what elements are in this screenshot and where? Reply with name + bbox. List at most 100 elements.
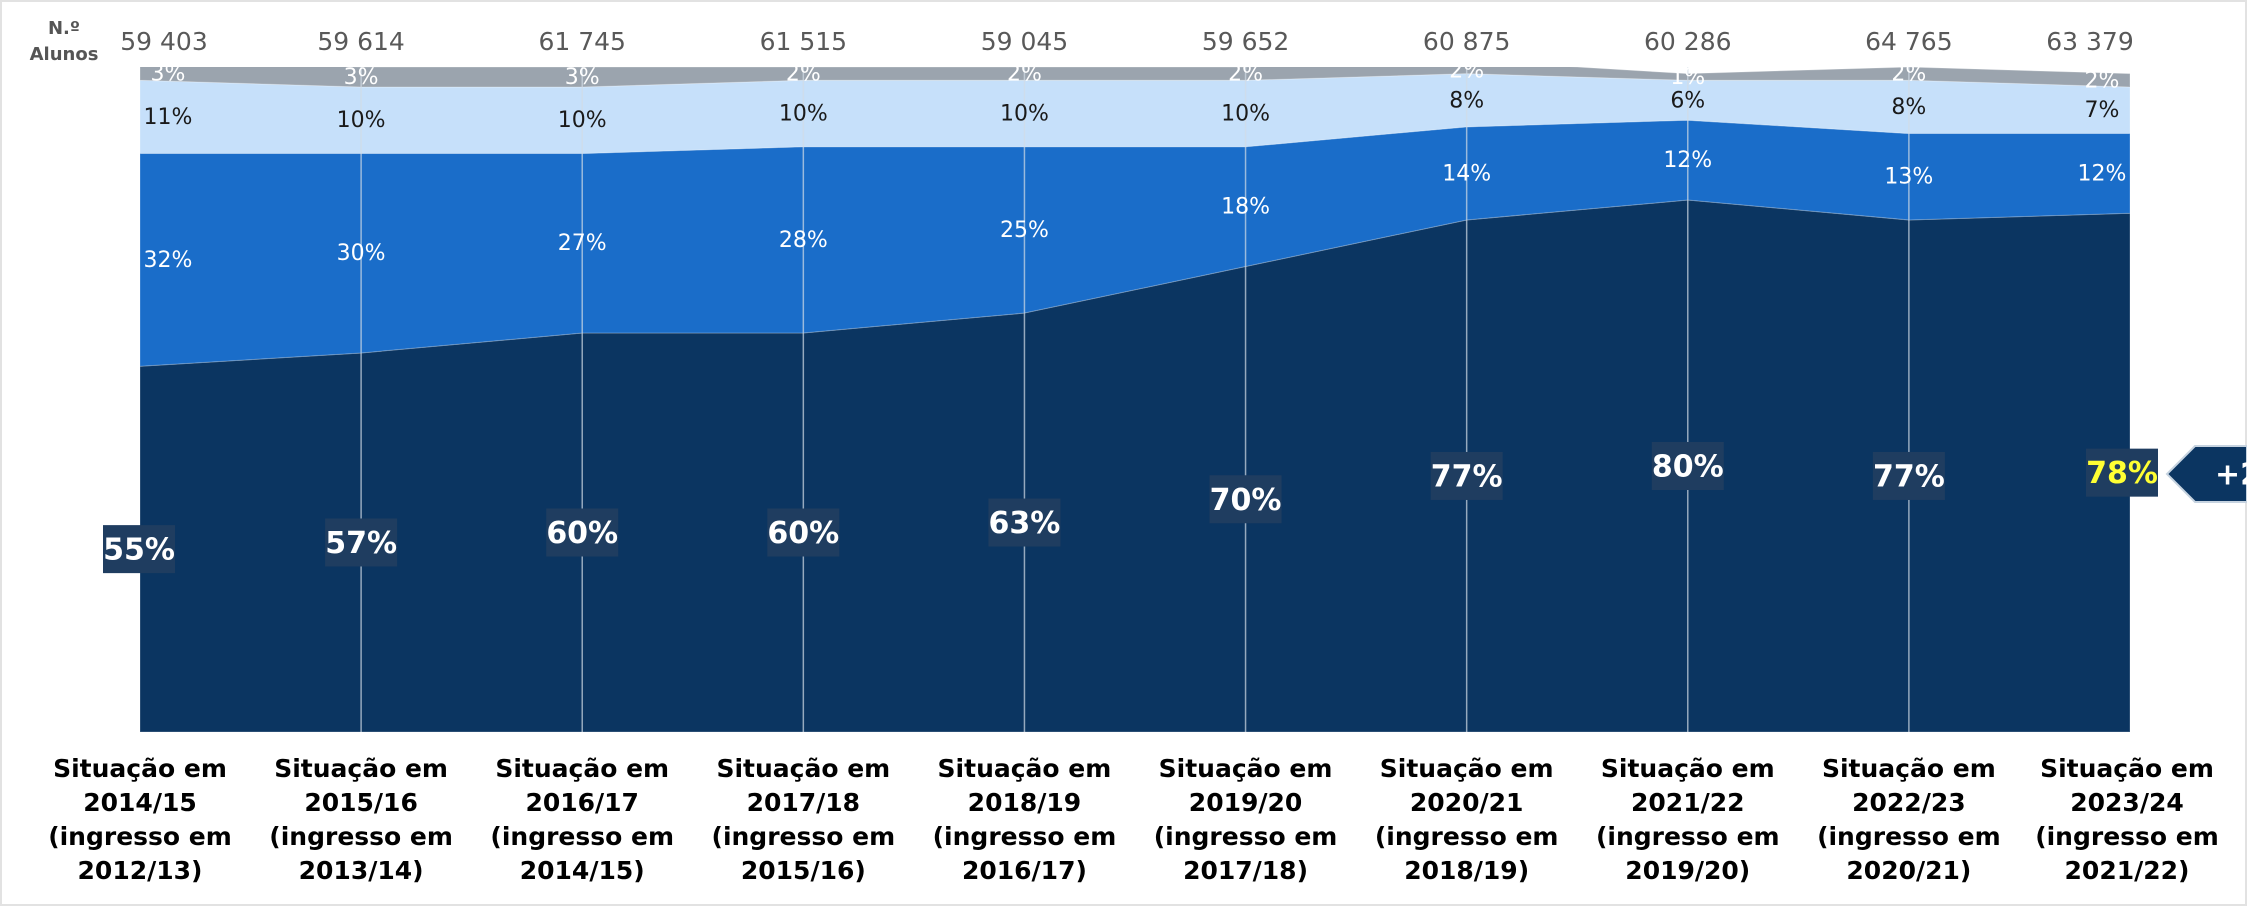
x-tick-label: 2012/13) (78, 856, 203, 885)
value-label: 2% (1891, 62, 1926, 87)
value-label-box (2086, 448, 2158, 497)
value-label: 80% (1652, 450, 1724, 485)
value-label: 28% (779, 228, 828, 253)
value-label: 3% (344, 65, 379, 90)
total-value: 61 515 (760, 27, 847, 56)
totals-label: Alunos (30, 44, 99, 65)
value-label: 11% (144, 105, 193, 130)
value-label: 8% (1449, 88, 1484, 113)
callout-arrow (2165, 445, 2247, 503)
x-tick-label: 2022/23 (1852, 788, 1966, 817)
value-label-box (325, 518, 398, 567)
value-label: 2% (1007, 62, 1042, 87)
total-value: 60 286 (1644, 27, 1731, 56)
x-tick-label: Situação em (495, 754, 669, 783)
value-label: 3% (151, 62, 186, 87)
value-label: 10% (337, 108, 386, 133)
value-label: 60% (767, 516, 839, 551)
value-label: 2% (786, 62, 821, 87)
x-tick-label: 2016/17 (525, 788, 639, 817)
x-tick-label: (ingresso em (712, 822, 896, 851)
value-label-box (1651, 442, 1724, 490)
total-value: 59 403 (120, 27, 207, 56)
x-tick-label: 2019/20) (1625, 856, 1750, 885)
x-tick-label: (ingresso em (1596, 822, 1780, 851)
x-tick-label: 2018/19) (1404, 856, 1529, 885)
x-tick-label: (ingresso em (1375, 822, 1559, 851)
x-tick-label: (ingresso em (48, 822, 232, 851)
x-tick-label: 2020/21 (1410, 788, 1524, 817)
x-tick-label: 2014/15 (83, 788, 197, 817)
x-tick-label: Situação em (1380, 754, 1554, 783)
value-label: 7% (2085, 98, 2120, 123)
value-label: 27% (558, 231, 607, 256)
x-tick-label: 2017/18 (747, 788, 861, 817)
total-value: 59 614 (317, 27, 404, 56)
total-value: 59 045 (981, 27, 1068, 56)
value-label: 78% (2086, 456, 2158, 491)
value-label-box (546, 508, 619, 557)
value-label: 10% (779, 102, 828, 127)
value-label: 18% (1221, 195, 1270, 220)
value-label: 10% (558, 108, 607, 133)
x-tick-label: 2020/21) (1846, 856, 1971, 885)
value-label: 60% (546, 516, 618, 551)
value-label: 2% (2085, 68, 2120, 93)
x-tick-label: 2021/22) (2065, 856, 2190, 885)
value-label: 12% (1663, 148, 1712, 173)
x-tick-label: Situação em (1601, 754, 1775, 783)
x-tick-label: (ingresso em (2035, 822, 2219, 851)
value-label: 14% (1442, 161, 1491, 186)
x-tick-label: Situação em (938, 754, 1112, 783)
total-value: 63 379 (2046, 27, 2133, 56)
value-label: 10% (1000, 102, 1049, 127)
area (140, 67, 2130, 88)
total-value: 61 745 (538, 27, 625, 56)
x-tick-label: (ingresso em (269, 822, 453, 851)
value-label-box (1209, 475, 1282, 524)
value-label: 55% (103, 533, 175, 568)
x-tick-label: (ingresso em (933, 822, 1117, 851)
value-label: 70% (1210, 483, 1282, 518)
x-tick-label: (ingresso em (1154, 822, 1338, 851)
value-label: 12% (2078, 161, 2127, 186)
totals-label: N.º (48, 18, 80, 39)
value-label: 3% (565, 65, 600, 90)
x-tick-label: Situação em (716, 754, 890, 783)
value-label: 1% (1670, 65, 1705, 90)
x-tick-label: 2015/16) (741, 856, 866, 885)
x-tick-label: 2018/19 (968, 788, 1082, 817)
value-label-box (1430, 451, 1503, 500)
total-value: 60 875 (1423, 27, 1510, 56)
value-label: 8% (1891, 95, 1926, 120)
x-tick-label: 2014/15) (520, 856, 645, 885)
x-tick-label: Situação em (1159, 754, 1333, 783)
value-label: 63% (989, 506, 1061, 541)
x-tick-label: 2021/22 (1631, 788, 1745, 817)
x-tick-label: 2016/17) (962, 856, 1087, 885)
x-tick-label: 2019/20 (1189, 788, 1303, 817)
value-label: 57% (325, 526, 397, 561)
x-tick-label: 2013/14) (299, 856, 424, 885)
value-label: 2% (1449, 58, 1484, 83)
value-label-box (1872, 451, 1945, 500)
value-label: 25% (1000, 218, 1049, 243)
value-label-box (767, 508, 840, 557)
x-tick-label: 2015/16 (304, 788, 418, 817)
value-label: 77% (1431, 459, 1503, 494)
value-label: 30% (337, 241, 386, 266)
x-tick-label: Situação em (2040, 754, 2214, 783)
x-tick-label: Situação em (53, 754, 227, 783)
x-tick-label: 2017/18) (1183, 856, 1308, 885)
x-tick-label: (ingresso em (490, 822, 674, 851)
total-value: 64 765 (1865, 27, 1952, 56)
x-tick-label: Situação em (1822, 754, 1996, 783)
value-label-box (988, 498, 1061, 547)
x-tick-label: (ingresso em (1817, 822, 2001, 851)
callout-text: +2 (2215, 458, 2247, 493)
value-label: 32% (144, 248, 193, 273)
value-label: 10% (1221, 102, 1270, 127)
value-label: 6% (1670, 88, 1705, 113)
